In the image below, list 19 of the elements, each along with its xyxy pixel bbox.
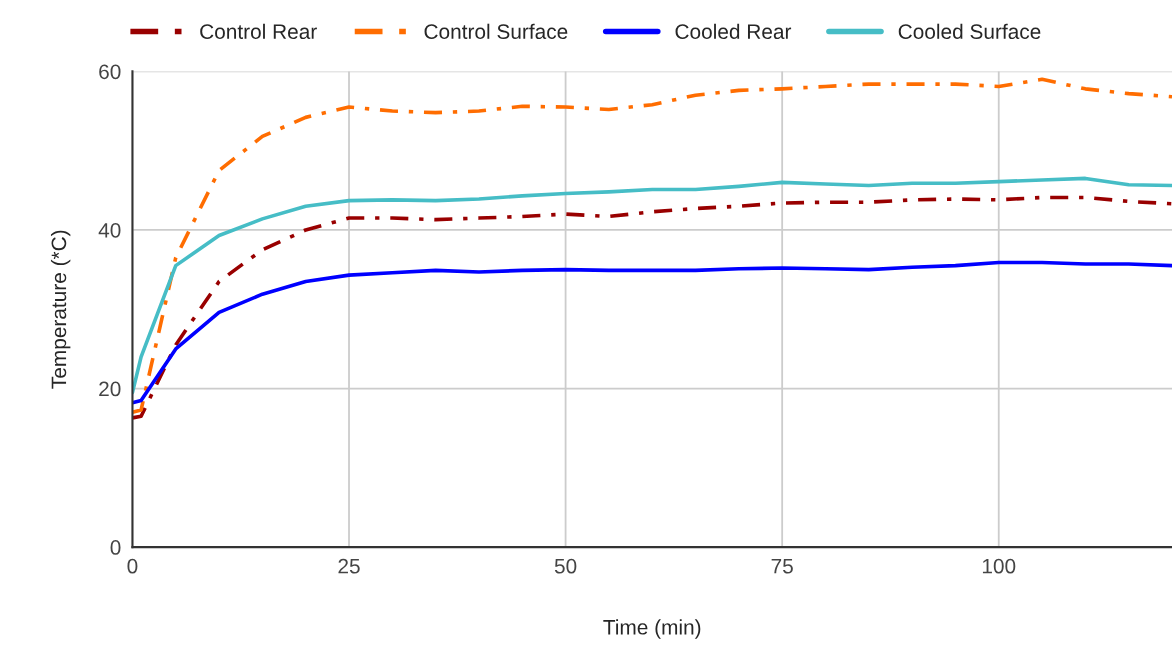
legend-label: Cooled Surface (898, 23, 1041, 40)
line-series (132, 195, 1172, 420)
x-axis-title: Time (min) (603, 619, 701, 639)
x-tick-label: 25 (338, 558, 360, 574)
line-series (132, 77, 1172, 415)
y-axis-title: Temperature (*C) (50, 230, 71, 389)
legend-label: Control Surface (424, 23, 568, 40)
line-series (132, 176, 1172, 395)
y-tick-label: 60 (99, 64, 121, 80)
y-tick-label: 20 (99, 381, 121, 397)
legend-label: Control Rear (200, 23, 317, 40)
y-tick-label: 40 (98, 222, 121, 238)
x-tick-label: 75 (771, 558, 793, 574)
line-series (132, 260, 1172, 405)
x-tick-label: 0 (127, 558, 138, 574)
x-tick-label: 100 (982, 558, 1016, 574)
y-tick-label: 0 (110, 540, 121, 555)
legend-label: Cooled Rear (675, 23, 792, 40)
x-tick-label: 50 (554, 558, 577, 574)
